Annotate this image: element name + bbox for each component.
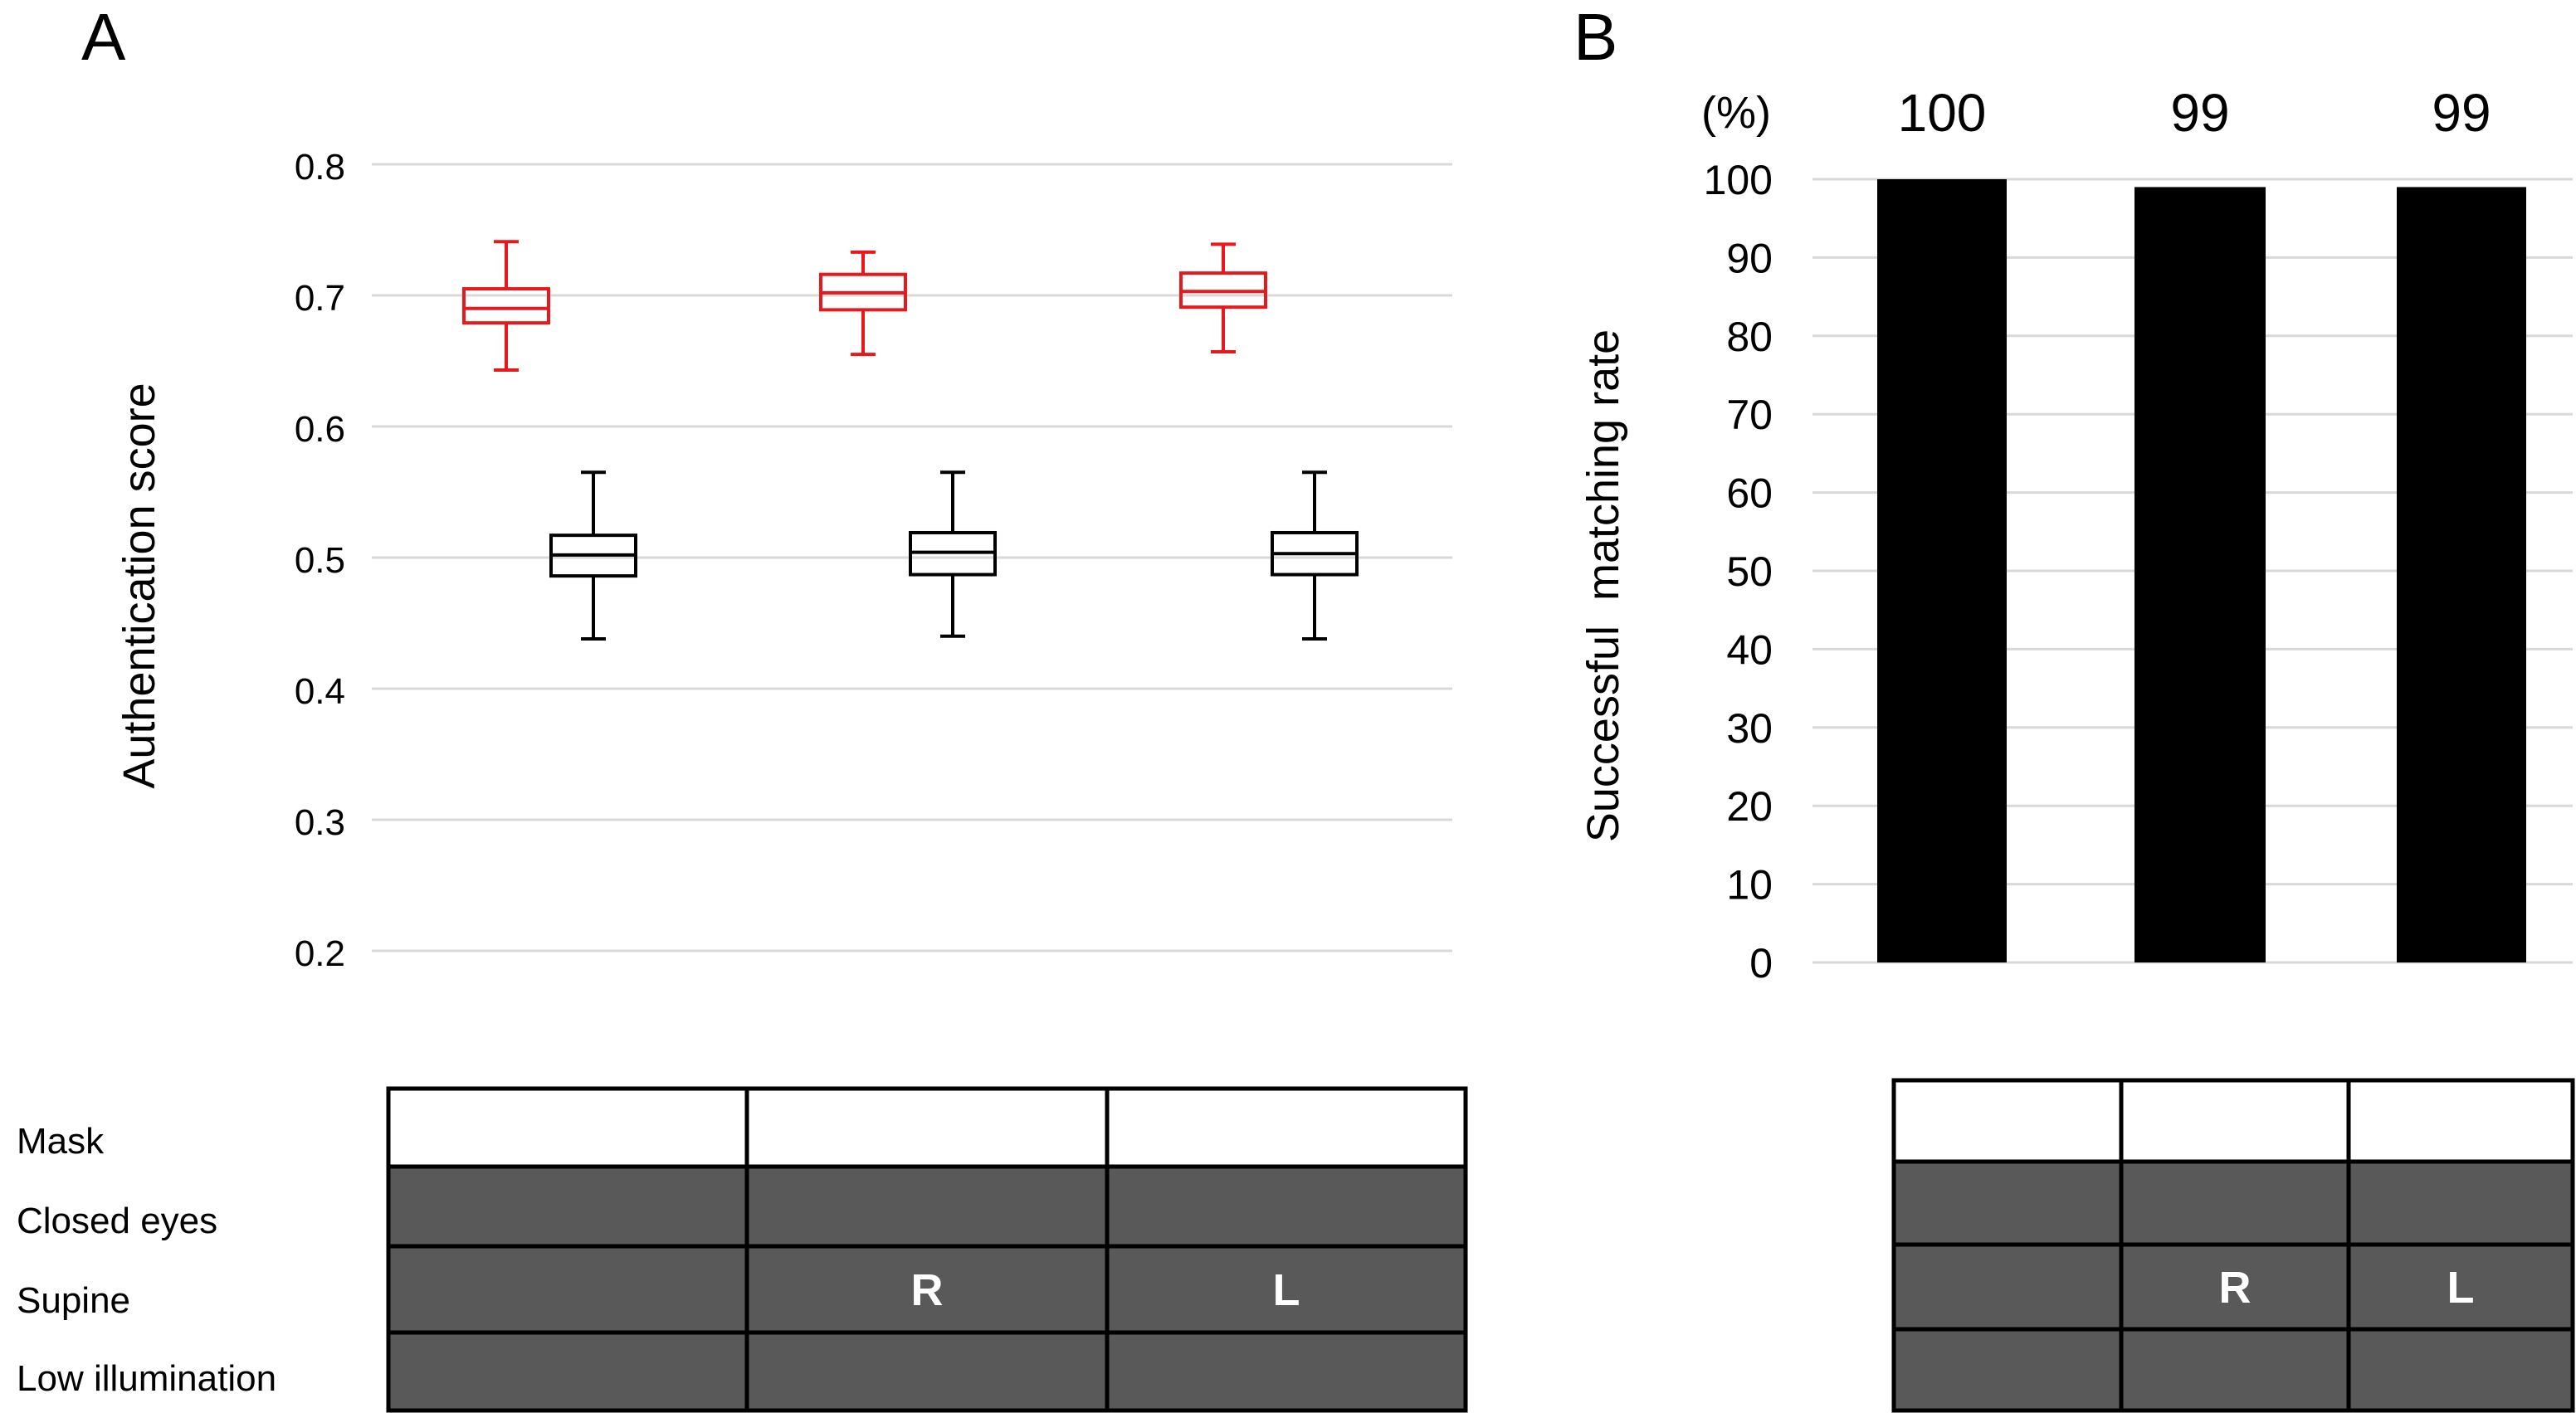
panel-a-row-label: Supine	[17, 1280, 130, 1321]
panel-a-matrix-cell-text: L	[1273, 1265, 1300, 1315]
panel-b-matrix-cell-text: L	[2447, 1263, 2475, 1313]
panel-b-y-tick: 30	[1726, 705, 1773, 752]
panel-b-y-tick: 20	[1726, 783, 1773, 830]
panel-a-matrix-cell	[744, 1244, 1110, 1335]
panel-a-matrix-cell	[386, 1330, 749, 1413]
panel-b-y-axis-label: Successful matching rate	[1578, 329, 1628, 842]
panel-b-matrix-cell	[2119, 1078, 2351, 1164]
panel-b-matrix-cell	[1891, 1078, 2124, 1164]
panel-b-y-tick: 70	[1726, 392, 1773, 438]
panel-b-y-tick-labels: 0 10 20 30 40 50 60 70 80 90 100	[1704, 157, 1773, 987]
panel-a-row-label: Closed eyes	[17, 1201, 217, 1241]
panel-a-y-tick: 0.8	[295, 147, 345, 188]
panel-a-letter: A	[81, 0, 126, 74]
boxplot-genuine-1	[462, 240, 550, 373]
panel-b-matrix-cell	[2119, 1159, 2351, 1247]
panel-a-matrix-cell	[744, 1164, 1110, 1249]
panel-b: B (%) 0 10 20 30 40 50 60 70 80 90 100 Successful …	[1573, 0, 2573, 987]
bar-data-label: 99	[2170, 83, 2229, 143]
panel-a-y-tick: 0.6	[295, 409, 345, 450]
panel-b-matrix-cell	[2346, 1327, 2575, 1413]
panel-b-data-labels: 100 99 99	[1898, 83, 2491, 143]
panel-a-matrix-cell	[1105, 1330, 1468, 1413]
boxplot-impostor-3	[1271, 470, 1359, 641]
panel-a-y-axis-label: Authentication score	[115, 382, 164, 788]
panel-a-y-tick: 0.5	[295, 540, 345, 581]
boxplot-genuine-3	[1179, 242, 1267, 353]
panel-a: A 0.2 0.3 0.4 0.5 0.6 0.7 0.8 Authentication s…	[81, 0, 1452, 974]
panel-b-y-tick: 0	[1749, 940, 1773, 987]
panel-b-unit-label: (%)	[1701, 88, 1771, 138]
bar-1	[1877, 179, 2007, 962]
panel-a-boxplots	[462, 240, 1359, 641]
boxplot-genuine-2	[819, 250, 907, 357]
bar-data-label: 100	[1898, 83, 1987, 143]
panel-a-row-labels: Mask Closed eyes Supine Low illumination	[17, 1121, 276, 1399]
panel-b-y-tick: 100	[1704, 157, 1773, 203]
panel-b-y-tick: 50	[1726, 548, 1773, 595]
boxplot-impostor-1	[549, 470, 637, 641]
panel-a-matrix-cell	[386, 1244, 749, 1335]
panel-b-y-tick: 90	[1726, 235, 1773, 281]
panel-b-matrix-cell	[2346, 1078, 2575, 1164]
panel-a-y-tick: 0.3	[295, 802, 345, 843]
panel-b-y-tick: 80	[1726, 314, 1773, 360]
panel-a-row-label: Low illumination	[17, 1358, 276, 1399]
panel-a-matrix-cell-text: R	[911, 1265, 944, 1315]
box-iqr	[462, 287, 550, 325]
panel-b-matrix-cell	[2119, 1327, 2351, 1413]
panel-b-y-tick: 60	[1726, 470, 1773, 517]
panel-b-matrix-cell	[2346, 1159, 2575, 1247]
panel-a-row-label: Mask	[17, 1121, 105, 1162]
panel-b-bars	[1877, 179, 2526, 962]
panel-a-matrix-cell	[744, 1330, 1110, 1413]
panel-b-y-tick: 10	[1726, 862, 1773, 909]
panel-b-letter: B	[1573, 0, 1617, 74]
panel-b-matrix-cell	[2346, 1242, 2575, 1332]
panel-a-y-tick: 0.7	[295, 278, 345, 319]
panel-b-matrix-cell	[1891, 1327, 2124, 1413]
bar-3	[2397, 187, 2526, 962]
bar-2	[2134, 187, 2266, 962]
panel-a-y-tick: 0.2	[295, 933, 345, 974]
panel-a-matrix-cell	[1105, 1164, 1468, 1249]
panel-a-matrix-cell	[386, 1164, 749, 1249]
panel-a-matrix-cell	[1105, 1086, 1468, 1169]
panel-b-y-tick: 40	[1726, 626, 1773, 673]
bar-data-label: 99	[2432, 83, 2491, 143]
boxplot-impostor-2	[909, 470, 997, 638]
panel-b-matrix-cell	[1891, 1159, 2124, 1247]
panel-a-matrix-cell	[744, 1086, 1110, 1169]
panel-a-y-tick-labels: 0.2 0.3 0.4 0.5 0.6 0.7 0.8	[295, 147, 345, 974]
panel-b-matrix-cell	[2119, 1242, 2351, 1332]
panel-a-y-tick: 0.4	[295, 671, 345, 712]
panel-b-matrix-cell	[1891, 1242, 2124, 1332]
panel-b-matrix-cell-text: R	[2219, 1263, 2252, 1313]
panel-a-matrix-cell	[386, 1086, 749, 1169]
